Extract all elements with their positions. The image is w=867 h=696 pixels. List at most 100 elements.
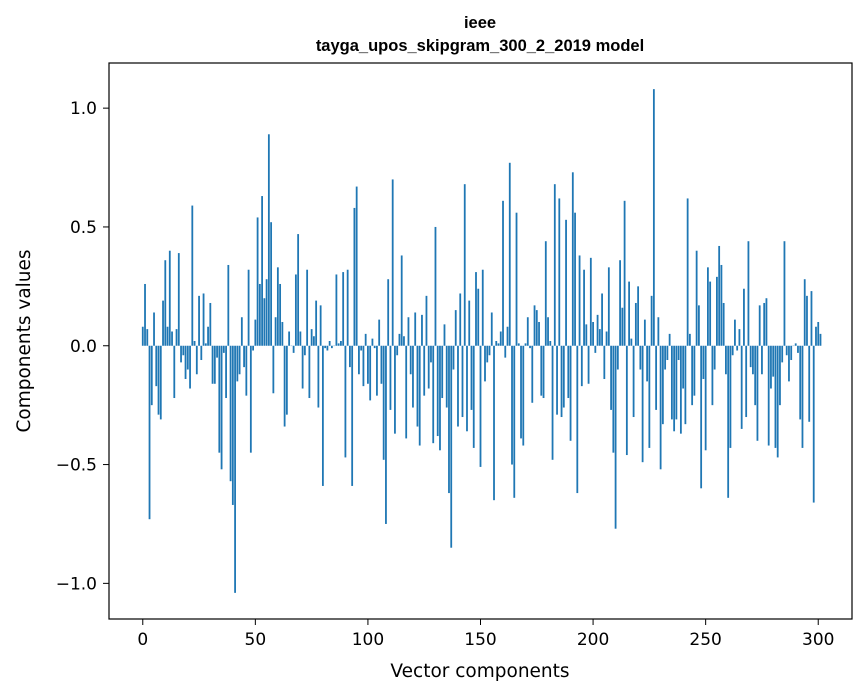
bar-128	[430, 345, 432, 363]
bar-11	[166, 326, 169, 346]
bar-241	[684, 345, 687, 425]
bar-96	[358, 345, 360, 375]
bar-204	[601, 293, 603, 346]
bar-272	[754, 345, 757, 406]
bar-273	[756, 345, 759, 441]
bar-72	[303, 345, 306, 356]
bar-18	[182, 345, 185, 356]
bar-111	[391, 179, 394, 346]
bar-206	[605, 331, 608, 346]
x-tick-label-3: 150	[464, 630, 496, 650]
bar-142	[461, 345, 464, 418]
bar-191	[571, 172, 574, 346]
bar-23	[193, 341, 196, 346]
bar-178	[542, 345, 545, 399]
bar-228	[655, 345, 658, 410]
bar-246	[695, 250, 698, 346]
bar-24	[195, 345, 198, 375]
bar-170	[524, 343, 527, 346]
bar-240	[682, 345, 685, 389]
bar-113	[396, 345, 399, 356]
bar-75	[310, 329, 313, 346]
bar-87	[337, 343, 340, 346]
bar-288	[790, 345, 793, 361]
bar-94	[353, 207, 356, 346]
bar-107	[382, 345, 385, 460]
bar-104	[376, 345, 378, 396]
bar-257	[720, 264, 723, 346]
bar-25	[198, 295, 200, 346]
bar-110	[389, 345, 392, 410]
bar-21	[189, 345, 191, 389]
bar-38	[227, 264, 230, 346]
bar-254	[713, 345, 716, 370]
bar-37	[225, 345, 227, 399]
x-axis-ticks: 0 50 100 150 200 250 300	[137, 619, 834, 650]
y-tick-label-2: 0.0	[70, 337, 97, 357]
bar-166	[515, 212, 518, 346]
bar-55	[265, 279, 268, 346]
bar-262	[731, 345, 734, 356]
bar-256	[718, 245, 721, 346]
bar-146	[470, 345, 473, 410]
bar-215	[625, 345, 628, 456]
bar-301	[819, 333, 822, 346]
bar-193	[576, 345, 579, 494]
bar-216	[628, 281, 630, 346]
bar-57	[270, 222, 273, 346]
bar-125	[423, 345, 426, 396]
bar-230	[659, 345, 662, 470]
bar-100	[367, 345, 369, 384]
bar-43	[238, 345, 241, 375]
bar-263	[734, 319, 736, 346]
bar-54	[263, 298, 266, 346]
bar-31	[211, 345, 214, 384]
bar-118	[407, 317, 410, 346]
bar-135	[445, 345, 448, 408]
bar-298	[812, 345, 815, 503]
bar-70	[299, 331, 302, 346]
bar-199	[589, 257, 592, 346]
bar-231	[661, 345, 664, 425]
bar-278	[767, 345, 770, 446]
bar-269	[747, 241, 750, 346]
bar-221	[639, 345, 642, 370]
bar-20	[186, 345, 189, 370]
bar-12	[168, 250, 171, 346]
bar-29	[207, 326, 209, 346]
bar-194	[578, 255, 581, 346]
bar-97	[360, 345, 363, 351]
bar-220	[637, 286, 640, 346]
bar-36	[222, 345, 225, 353]
bar-227	[652, 89, 655, 346]
bar-197	[585, 324, 588, 346]
bar-207	[607, 267, 610, 346]
bar-276	[763, 302, 766, 346]
bar-218	[632, 345, 635, 418]
bar-26	[200, 345, 203, 361]
bar-211	[616, 345, 619, 370]
y-axis-label: Components values	[14, 249, 35, 432]
bar-157	[495, 341, 498, 346]
bar-10	[164, 260, 167, 346]
bar-9	[162, 300, 164, 346]
bar-83	[328, 341, 331, 346]
bar-190	[569, 345, 572, 441]
bar-65	[288, 331, 291, 346]
bar-30	[209, 302, 212, 346]
bar-177	[540, 345, 543, 396]
bar-217	[630, 338, 633, 346]
bar-271	[752, 345, 754, 375]
chart-title-line-2: tayga_upos_skipgram_300_2_2019 model	[316, 37, 644, 55]
bar-156	[493, 345, 495, 501]
bar-283	[779, 345, 781, 406]
bar-60	[276, 267, 279, 346]
bar-5	[153, 312, 155, 346]
bar-267	[743, 288, 745, 346]
x-tick-label-2: 100	[352, 630, 384, 650]
bar-4	[150, 345, 153, 406]
bar-98	[362, 345, 365, 387]
bar-61	[279, 283, 282, 346]
bar-53	[261, 196, 263, 346]
bar-275	[761, 345, 763, 375]
